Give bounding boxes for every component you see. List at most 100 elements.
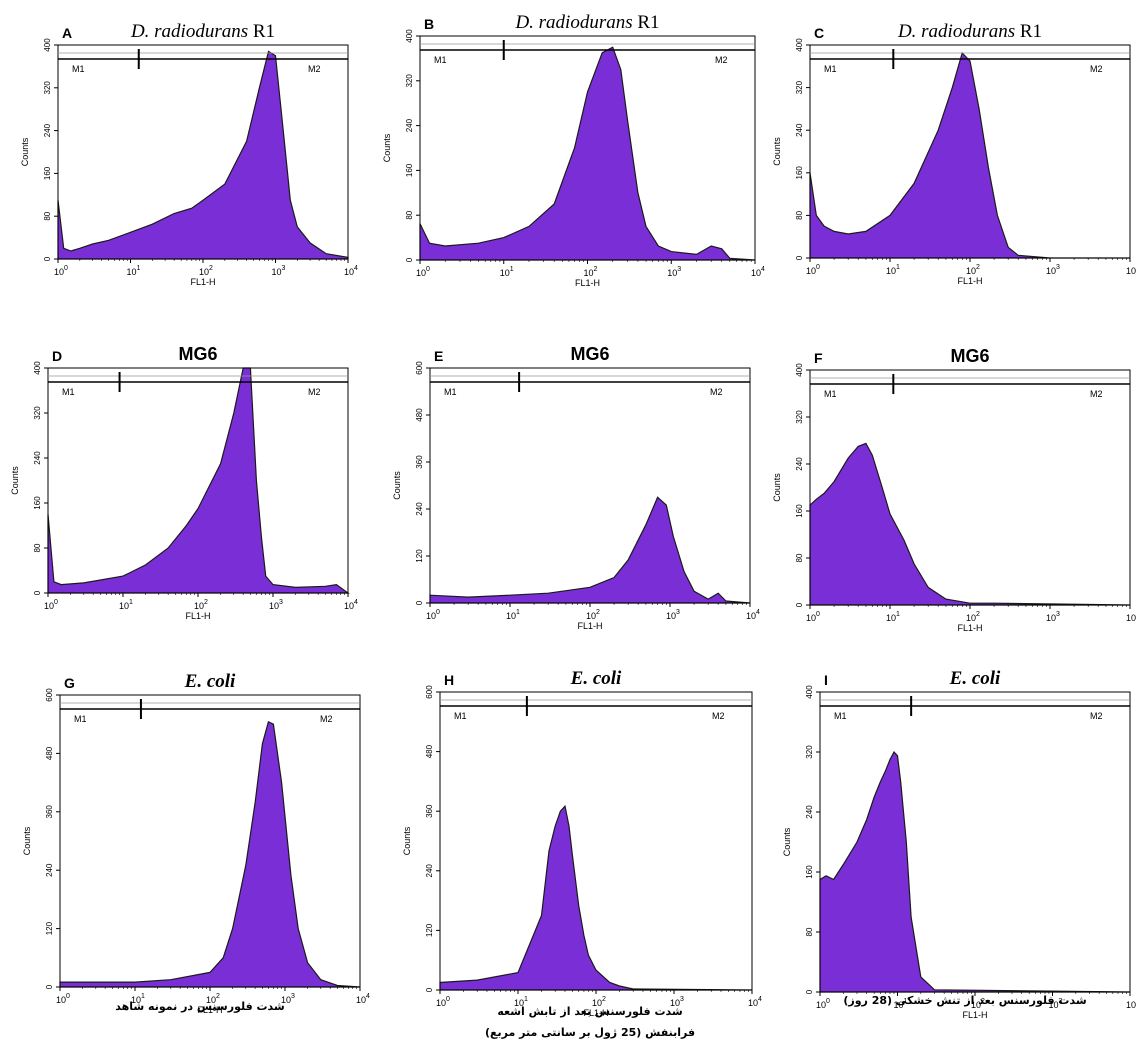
y-axis-label: Counts: [382, 133, 392, 162]
y-tick-label: 240: [415, 502, 424, 516]
x-tick-label: 101: [506, 609, 520, 621]
y-tick-label: 80: [805, 927, 814, 936]
x-axis-label: FL1-H: [577, 621, 602, 631]
x-tick-label: 100: [54, 265, 68, 277]
x-tick-label: 102: [206, 993, 220, 1005]
y-tick-label: 240: [795, 457, 804, 471]
y-tick-label: 320: [805, 745, 814, 759]
panel-d: M1 M2 100 101 102 103 104 0 80 160 240 320 400 FL1-H C…: [10, 344, 358, 621]
marker-label-m1: M1: [454, 711, 467, 721]
y-tick-label: 80: [43, 211, 52, 220]
x-tick-label: 100: [806, 264, 820, 276]
y-tick-label: 0: [405, 257, 414, 262]
x-tick-label: 101: [500, 266, 514, 278]
panel-i: M1 M2 100 101 102 103 104 0 80 160 240 320 400 FL1-H C…: [782, 668, 1136, 1020]
x-tick-label: 103: [1046, 611, 1060, 623]
marker-label-m2: M2: [308, 64, 321, 74]
x-tick-label: 102: [586, 609, 600, 621]
panel-letter: G: [64, 675, 75, 691]
y-tick-label: 400: [405, 29, 414, 43]
panel-e: M1 M2 100 101 102 103 104 0 120 240 360 480 600 FL1-H…: [392, 344, 760, 631]
panel-letter: D: [52, 348, 62, 364]
y-axis-label: Counts: [392, 471, 402, 500]
panel-title: E. coli: [949, 668, 1001, 689]
x-tick-label: 104: [344, 265, 358, 277]
panel-title: E. coli: [570, 668, 622, 689]
y-tick-label: 600: [425, 685, 434, 699]
marker-label-m2: M2: [715, 55, 728, 65]
x-tick-label: 102: [971, 998, 985, 1010]
y-tick-label: 0: [805, 989, 814, 994]
y-axis-label: Counts: [22, 826, 32, 855]
panels-group: M1 M2 100 101 102 103 104 0 80 160 240 320 400 FL1-H C…: [10, 12, 1136, 1020]
x-tick-label: 101: [131, 993, 145, 1005]
x-axis-label: FL1-H: [957, 623, 982, 633]
x-tick-label: 102: [199, 265, 213, 277]
y-tick-label: 0: [415, 600, 424, 605]
x-tick-label: 103: [667, 266, 681, 278]
y-tick-label: 400: [795, 363, 804, 377]
histogram-area-b: [419, 46, 756, 261]
histogram-area-d: [47, 367, 350, 594]
x-tick-label: 100: [806, 611, 820, 623]
panel-title: MG6: [570, 344, 609, 364]
y-tick-label: 360: [45, 805, 54, 819]
x-tick-label: 101: [119, 599, 133, 611]
y-tick-label: 80: [33, 543, 42, 552]
panel-letter: C: [814, 25, 824, 41]
x-tick-label: 104: [748, 996, 762, 1008]
y-axis-label: Counts: [772, 137, 782, 166]
x-tick-label: 101: [127, 265, 141, 277]
x-axis-label: FL1-H: [583, 1008, 608, 1018]
y-tick-label: 240: [425, 864, 434, 878]
x-tick-label: 103: [1049, 998, 1063, 1010]
marker-label-m1: M1: [444, 387, 457, 397]
y-tick-label: 120: [415, 549, 424, 563]
histogram-area-h: [439, 804, 753, 991]
y-tick-label: 400: [805, 685, 814, 699]
panel-letter: E: [434, 348, 443, 364]
x-tick-label: 102: [966, 264, 980, 276]
y-axis-label: Counts: [10, 466, 20, 495]
marker-label-m2: M2: [1090, 711, 1103, 721]
y-tick-label: 240: [405, 118, 414, 132]
x-tick-label: 100: [816, 998, 830, 1010]
y-tick-label: 240: [33, 451, 42, 465]
panel-b: M1 M2 100 101 102 103 104 0 80 160 240 320 400 FL1-H C…: [382, 12, 765, 288]
y-tick-label: 320: [33, 406, 42, 420]
panel-g: M1 M2 100 101 102 103 104 0 120 240 360 480 600 FL1-H…: [22, 671, 370, 1015]
x-tick-label: 103: [1046, 264, 1060, 276]
panel-letter: B: [424, 16, 434, 32]
caption-uv-line1: شدت فلورسنس بعد از تابش اشعه: [497, 1005, 682, 1018]
y-tick-label: 120: [45, 921, 54, 935]
y-tick-label: 0: [795, 255, 804, 260]
y-tick-label: 600: [415, 361, 424, 375]
x-tick-label: 104: [746, 609, 760, 621]
x-axis-label: FL1-H: [185, 611, 210, 621]
x-tick-label: 100: [426, 609, 440, 621]
panel-title: D. radiodurans R1: [130, 21, 275, 42]
y-tick-label: 400: [33, 361, 42, 375]
marker-label-m1: M1: [824, 389, 837, 399]
y-tick-label: 160: [805, 865, 814, 879]
x-tick-label: 102: [584, 266, 598, 278]
histogram-area-i: [819, 750, 1131, 993]
x-axis-label: FL1-H: [197, 1005, 222, 1015]
x-tick-label: 103: [269, 599, 283, 611]
marker-label-m1: M1: [824, 64, 837, 74]
x-tick-label: 104: [751, 266, 765, 278]
histogram-area-c: [809, 51, 1130, 259]
marker-label-m1: M1: [62, 387, 75, 397]
x-tick-label: 101: [514, 996, 528, 1008]
marker-label-m1: M1: [434, 55, 447, 65]
x-tick-label: 103: [272, 265, 286, 277]
y-tick-label: 80: [795, 553, 804, 562]
x-tick-label: 104: [1126, 611, 1136, 623]
x-tick-label: 102: [592, 996, 606, 1008]
x-tick-label: 101: [886, 611, 900, 623]
marker-label-m2: M2: [712, 711, 725, 721]
panel-title: E. coli: [184, 671, 236, 692]
panel-letter: F: [814, 350, 823, 366]
y-axis-label: Counts: [402, 826, 412, 855]
plot-frame: [429, 367, 751, 604]
